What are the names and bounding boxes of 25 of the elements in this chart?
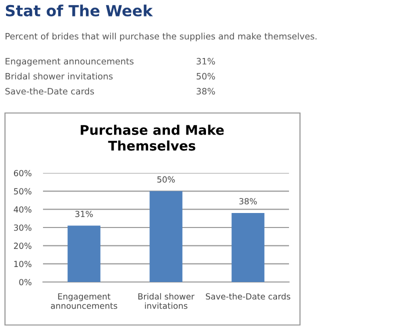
text: 38% — [196, 88, 215, 95]
text: Engagement announcements — [6, 58, 134, 66]
data-label: 50% — [157, 176, 175, 183]
bar — [68, 226, 100, 282]
y-tick-label: 40% — [14, 206, 32, 213]
chart-title: Purchase and Make Themselves — [80, 124, 224, 151]
bar — [150, 191, 182, 282]
x-tick-label: Save-the-Date cards — [206, 293, 290, 300]
y-tick-label: 30% — [14, 224, 32, 231]
text: Bridal shower invitations — [6, 72, 113, 80]
bar — [232, 212, 264, 282]
x-tick-label: Bridal shower invitations — [138, 293, 194, 309]
data-label: 38% — [239, 198, 257, 204]
text: 50% — [196, 72, 215, 80]
y-tick-label: 20% — [14, 242, 32, 249]
y-tick-label: 60% — [14, 170, 32, 176]
x-tick-label: Engagement announcements — [50, 293, 118, 309]
text: Stat of The Week — [6, 4, 153, 16]
text: 31% — [196, 58, 215, 65]
y-tick-label: 0% — [19, 278, 32, 286]
text: Percent of brides that will purchase the supplies and make themselves. — [6, 32, 316, 42]
data-label: 31% — [75, 210, 93, 218]
y-tick-label: 10% — [14, 260, 32, 268]
text: Save-the-Date cards — [5, 88, 94, 95]
y-tick-label: 50% — [14, 188, 32, 194]
